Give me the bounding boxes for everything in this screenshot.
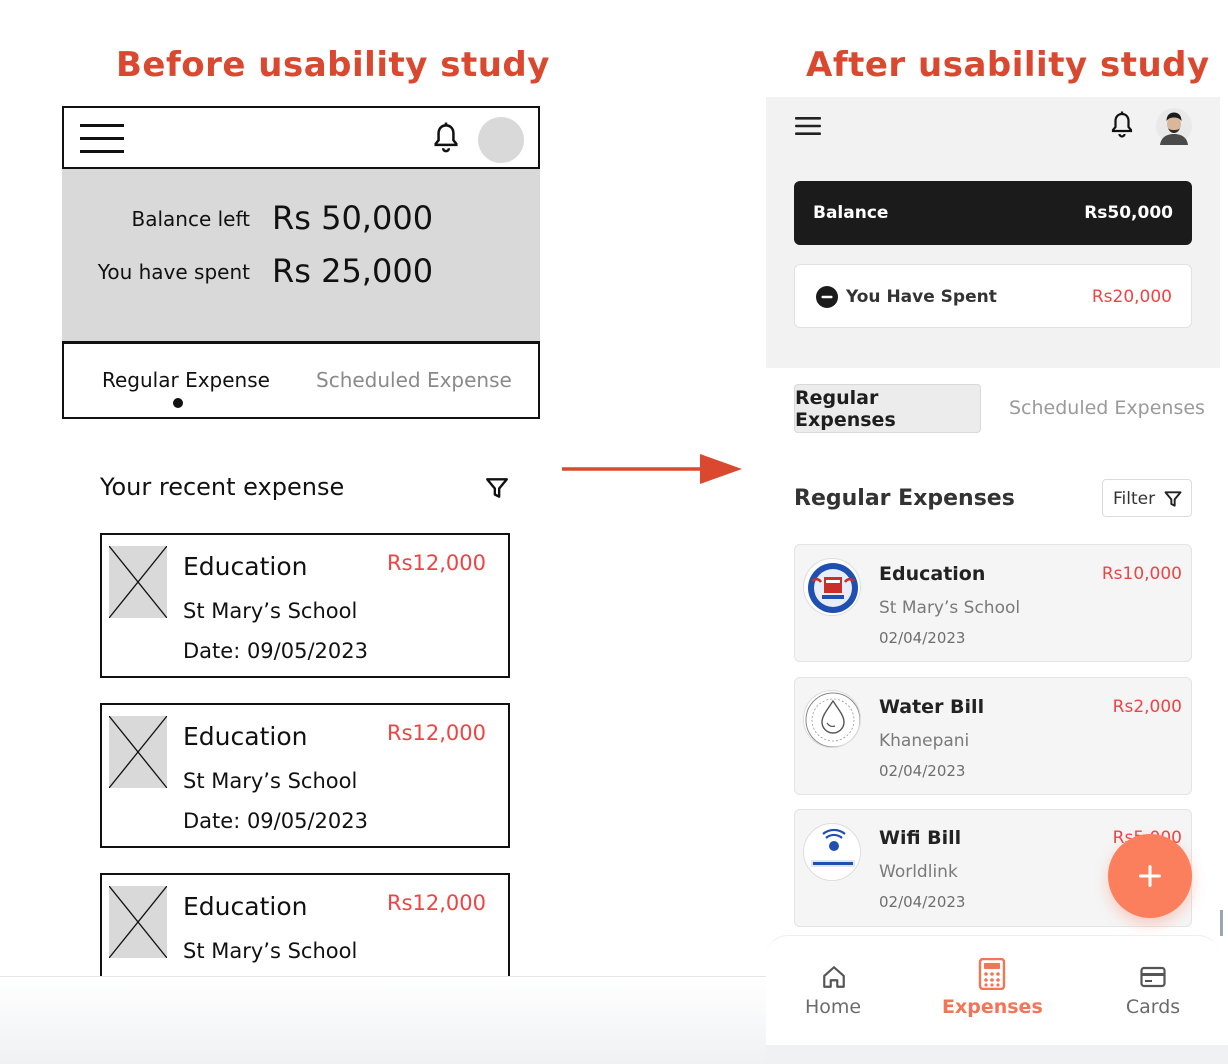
spent-amount: Rs 25,000 [272,252,434,290]
page-bottom-band [0,976,766,1064]
avatar-placeholder[interactable] [478,117,524,163]
list-item[interactable]: Education St Mary’s School Date: 09/05/2… [100,703,510,848]
nav-label: Cards [1125,996,1181,1018]
recent-expense-title: Your recent expense [100,473,345,501]
item-title: Education [183,892,308,921]
balance-panel: Balance left Rs 50,000 You have spent Rs… [62,167,540,344]
bell-icon[interactable] [1110,110,1134,140]
filter-button[interactable]: Filter [1102,479,1192,517]
balance-amount: Rs 50,000 [272,199,434,237]
item-amount: Rs12,000 [386,891,486,915]
worldlink-logo [803,823,861,881]
balance-card[interactable]: Balance Rs50,000 [794,181,1192,245]
spent-card[interactable]: You Have Spent Rs20,000 [794,264,1192,328]
item-title: Education [183,552,308,581]
expense-subtitle: Khanepani [879,731,970,751]
user-avatar[interactable] [1156,107,1192,145]
plus-icon [1139,865,1161,887]
item-date: Date: 09/05/2023 [183,809,368,833]
filter-icon [1164,491,1182,507]
page-bottom-band [766,1045,1228,1064]
nav-label: Expenses [942,996,1043,1018]
item-subtitle: St Mary’s School [183,769,358,793]
item-subtitle: St Mary’s School [183,599,358,623]
image-placeholder-icon [109,546,167,618]
item-date: Date: 09/05/2023 [183,639,368,663]
filter-icon[interactable] [484,475,510,501]
home-icon [823,966,845,988]
bottom-nav: Home Expenses Cards [766,935,1220,1045]
item-subtitle: St Mary’s School [183,939,358,963]
after-heading: After usability study [806,45,1210,85]
nav-cards[interactable]: Cards [1116,964,1190,1024]
nav-home[interactable]: Home [796,964,870,1024]
active-tab-dot [173,398,183,408]
expense-card[interactable]: Education St Mary’s School 02/04/2023 Rs… [794,544,1192,662]
expense-title: Wifi Bill [879,827,962,849]
expense-date: 02/04/2023 [879,629,966,647]
app-header-area: Balance Rs50,000 You Have Spent Rs20,000 [766,97,1220,368]
calculator-icon [978,958,1006,990]
image-placeholder-icon [109,886,167,958]
minus-circle-icon [816,286,838,308]
spent-label: You Have Spent [846,287,997,307]
expense-subtitle: Worldlink [879,862,958,882]
nav-label: Home [804,996,862,1018]
tab-regular-expenses[interactable]: Regular Expenses [794,384,981,433]
before-heading: Before usability study [116,45,550,85]
wireframe-screen: Balance left Rs 50,000 You have spent Rs… [62,106,540,419]
balance-label: Balance left [131,207,250,231]
filter-label: Filter [1113,489,1156,509]
item-title: Education [183,722,308,751]
expense-date: 02/04/2023 [879,893,966,911]
arrow-right-icon [562,454,742,484]
khanepani-logo [803,690,861,748]
nav-expenses[interactable]: Expenses [942,958,1043,1024]
expense-title: Water Bill [879,696,985,718]
scrollbar-mark [1220,910,1223,936]
tab-scheduled-expenses[interactable]: Scheduled Expenses [1009,397,1205,419]
school-crest-logo [803,558,861,616]
bell-icon[interactable] [432,122,460,154]
spent-label: You have spent [97,260,250,284]
list-item[interactable]: Education St Mary’s School Date: 09/05/2… [100,533,510,678]
expense-amount: Rs2,000 [1112,697,1182,717]
item-amount: Rs12,000 [386,551,486,575]
image-placeholder-icon [109,716,167,788]
tab-label: Regular Expenses [795,386,896,431]
hamburger-icon[interactable] [80,124,124,154]
section-title: Regular Expenses [794,486,1015,511]
balance-label: Balance [813,203,889,223]
expense-subtitle: St Mary’s School [879,598,1021,618]
expense-amount: Rs10,000 [1101,564,1182,584]
expense-title: Education [879,563,986,585]
hamburger-icon[interactable] [795,116,821,136]
tab-scheduled-expense[interactable]: Scheduled Expense [316,368,512,392]
spent-amount: Rs20,000 [1091,287,1172,307]
card-icon [1140,966,1166,988]
expense-date: 02/04/2023 [879,762,966,780]
item-amount: Rs12,000 [386,721,486,745]
add-expense-button[interactable] [1108,834,1192,918]
expense-card[interactable]: Water Bill Khanepani 02/04/2023 Rs2,000 [794,677,1192,795]
tab-regular-expense[interactable]: Regular Expense [102,368,270,392]
balance-amount: Rs50,000 [1084,203,1173,223]
